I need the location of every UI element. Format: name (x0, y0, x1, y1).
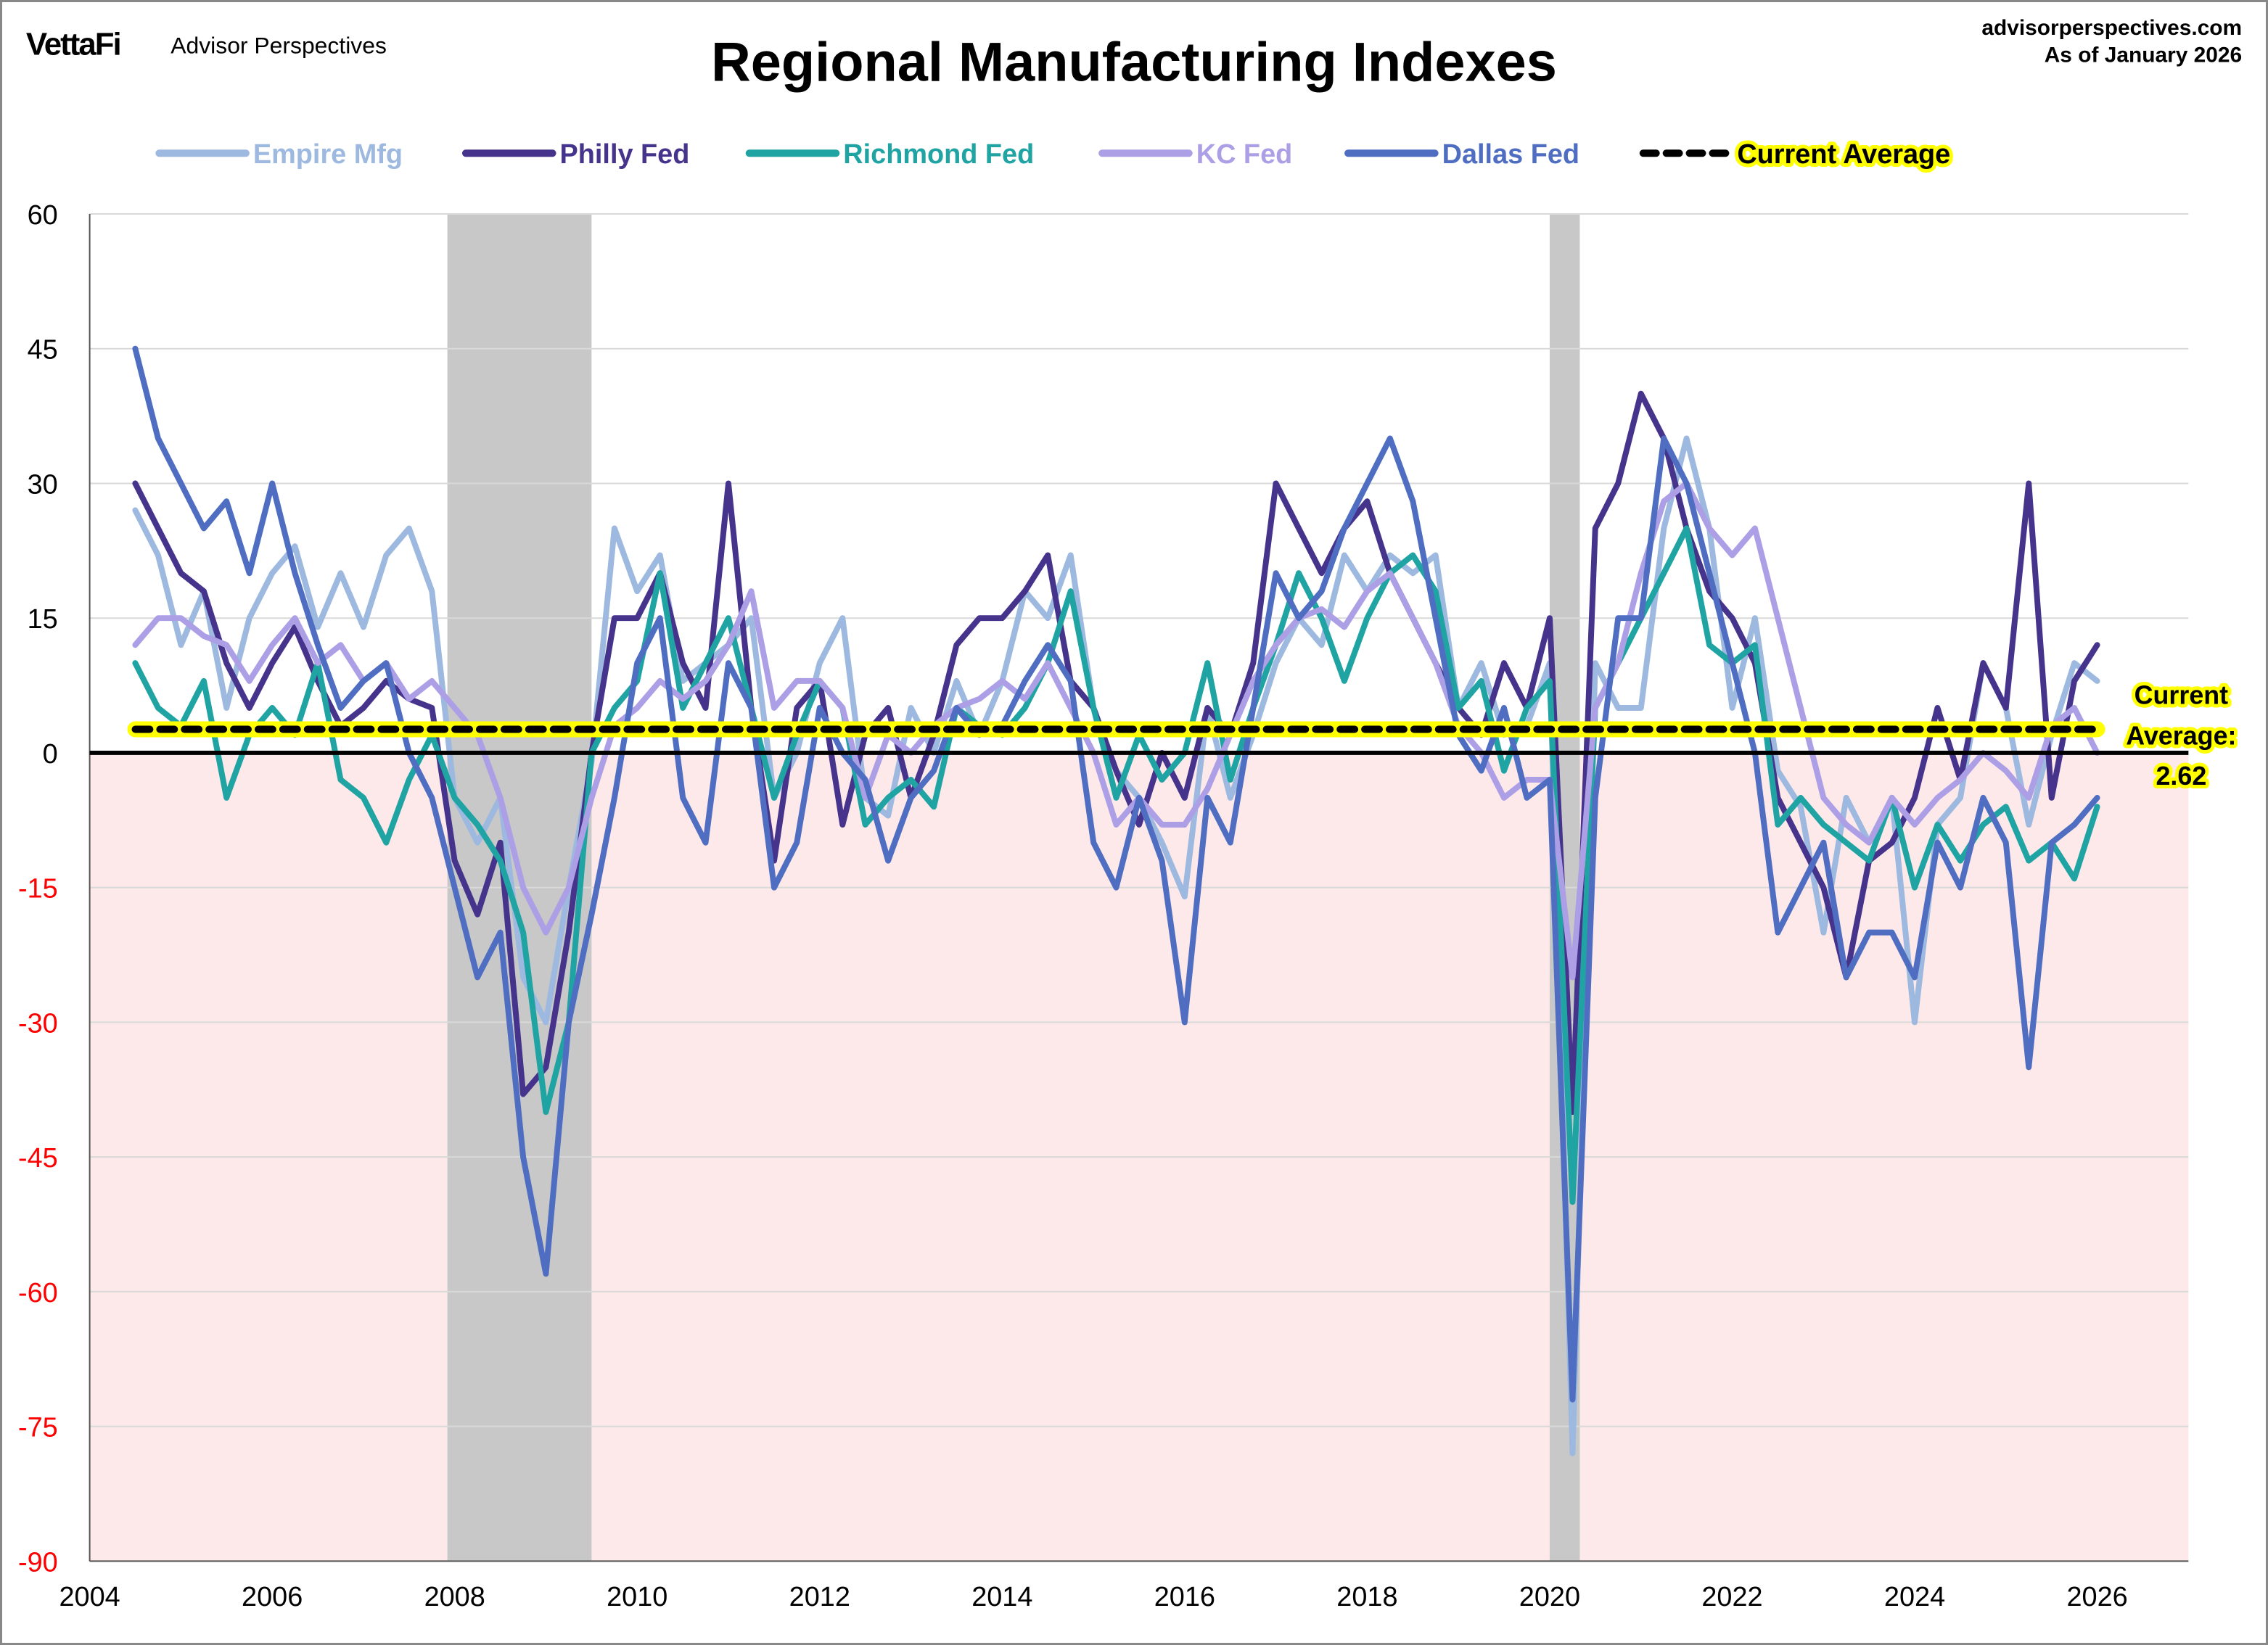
y-tick-label: 30 (28, 469, 58, 500)
legend-label: Empire Mfg (253, 139, 403, 170)
x-tick-label: 2010 (607, 1582, 667, 1612)
annotation-line2: Average: (2126, 721, 2236, 750)
series-line-dallas-fed (132, 345, 2100, 1403)
y-tick-label: 0 (43, 739, 58, 770)
x-tick-label: 2008 (424, 1582, 485, 1612)
brand-name: Advisor Perspectives (170, 33, 387, 59)
series-line-richmond-fed (132, 525, 2100, 1205)
y-tick-label: -15 (18, 874, 58, 904)
legend-label: Philly Fed (560, 139, 690, 170)
y-tick-label: -90 (18, 1547, 58, 1578)
vettafi-logo: VettaFi (26, 27, 120, 62)
annotation-value: 2.62 (2156, 762, 2206, 791)
legend-item-philly-fed: Philly Fed (461, 139, 690, 170)
x-tick-label: 2026 (2066, 1582, 2127, 1612)
y-tick-label: 60 (28, 200, 58, 231)
legend-item-empire-mfg: Empire Mfg (155, 139, 403, 170)
legend-label: Richmond Fed (843, 139, 1034, 170)
legend-label: KC Fed (1196, 139, 1293, 170)
website-label: advisorperspectives.com (1981, 16, 2242, 40)
as-of-date: As of January 2026 (2045, 44, 2242, 67)
x-tick-label: 2022 (1701, 1582, 1762, 1612)
legend-item-dallas-fed: Dallas Fed (1344, 139, 1579, 170)
chart-title: Regional Manufacturing Indexes (711, 32, 1557, 94)
legend-label: Dallas Fed (1442, 139, 1579, 170)
y-tick-label: 15 (28, 604, 58, 635)
legend-item-kc-fed: KC Fed (1098, 139, 1293, 170)
y-tick-label: -45 (18, 1143, 58, 1174)
x-tick-label: 2012 (789, 1582, 850, 1612)
x-tick-label: 2024 (1884, 1582, 1945, 1612)
legend-item-richmond-fed: Richmond Fed (745, 139, 1034, 170)
legend-item-current-average: Current Average (1639, 136, 1954, 173)
x-tick-label: 2004 (59, 1582, 120, 1612)
legend-label: Current Average (1737, 139, 1950, 170)
legend: Empire Mfg Philly Fed Richmond Fed KC Fed Da… (155, 136, 1954, 173)
x-tick-label: 2014 (971, 1582, 1032, 1612)
series-line-kc-fed (132, 480, 2100, 981)
y-tick-label: -30 (18, 1008, 58, 1039)
x-tick-label: 2006 (242, 1582, 303, 1612)
y-tick-label: 45 (28, 335, 58, 366)
x-tick-label: 2018 (1336, 1582, 1397, 1612)
y-tick-label: -60 (18, 1278, 58, 1308)
y-tick-label: -75 (18, 1413, 58, 1443)
x-tick-label: 2016 (1154, 1582, 1215, 1612)
current-average-annotation: Current Average: 2.62 (2122, 677, 2240, 795)
x-tick-label: 2020 (1519, 1582, 1580, 1612)
annotation-line1: Current (2135, 681, 2229, 710)
